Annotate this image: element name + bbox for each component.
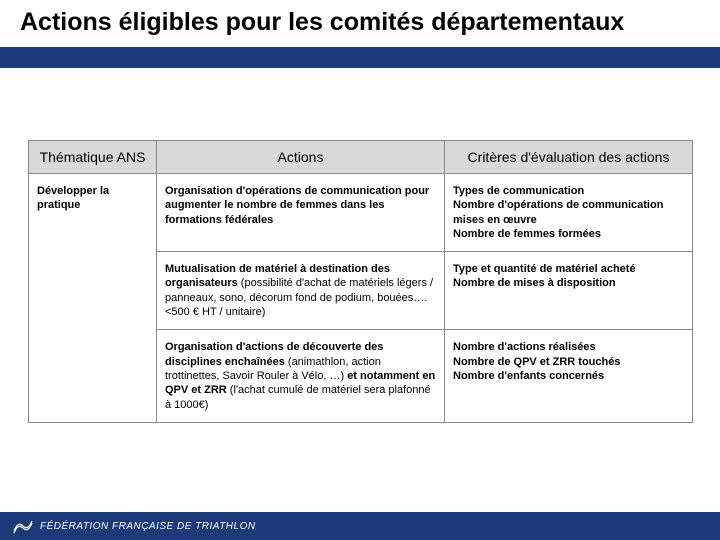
criteria-text: Type et quantité de matériel achetéNombr… xyxy=(453,263,636,289)
eligibility-table: Thématique ANS Actions Critères d'évalua… xyxy=(28,140,693,423)
col-header-criteria: Critères d'évaluation des actions xyxy=(445,141,693,174)
table-row: Développer la pratique Organisation d'op… xyxy=(29,174,693,252)
title-bar: Actions éligibles pour les comités dépar… xyxy=(0,8,720,56)
footer-text: FÉDÉRATION FRANÇAISE DE TRIATHLON xyxy=(40,521,256,532)
slide-title: Actions éligibles pour les comités dépar… xyxy=(20,8,624,37)
slide: Actions éligibles pour les comités dépar… xyxy=(0,0,720,540)
col-header-actions: Actions xyxy=(157,141,445,174)
criteria-cell: Nombre d'actions réaliséesNombre de QPV … xyxy=(445,330,693,422)
criteria-cell: Type et quantité de matériel achetéNombr… xyxy=(445,252,693,330)
action-cell: Organisation d'actions de découverte des… xyxy=(157,330,445,422)
action-cell: Mutualisation de matériel à destination … xyxy=(157,252,445,330)
table-header-row: Thématique ANS Actions Critères d'évalua… xyxy=(29,141,693,174)
action-cell: Organisation d'opérations de communicati… xyxy=(157,174,445,252)
col-header-theme: Thématique ANS xyxy=(29,141,157,174)
eligibility-table-container: Thématique ANS Actions Critères d'évalua… xyxy=(28,140,692,423)
fft-logo-icon xyxy=(12,517,34,535)
criteria-text: Types de communicationNombre d'opération… xyxy=(453,185,663,240)
theme-cell: Développer la pratique xyxy=(29,174,157,423)
criteria-cell: Types de communicationNombre d'opération… xyxy=(445,174,693,252)
action-text-bold: Organisation d'opérations de communicati… xyxy=(165,185,429,226)
criteria-text: Nombre d'actions réaliséesNombre de QPV … xyxy=(453,341,620,382)
title-underline xyxy=(0,47,720,68)
footer-bar: FÉDÉRATION FRANÇAISE DE TRIATHLON xyxy=(0,512,720,540)
